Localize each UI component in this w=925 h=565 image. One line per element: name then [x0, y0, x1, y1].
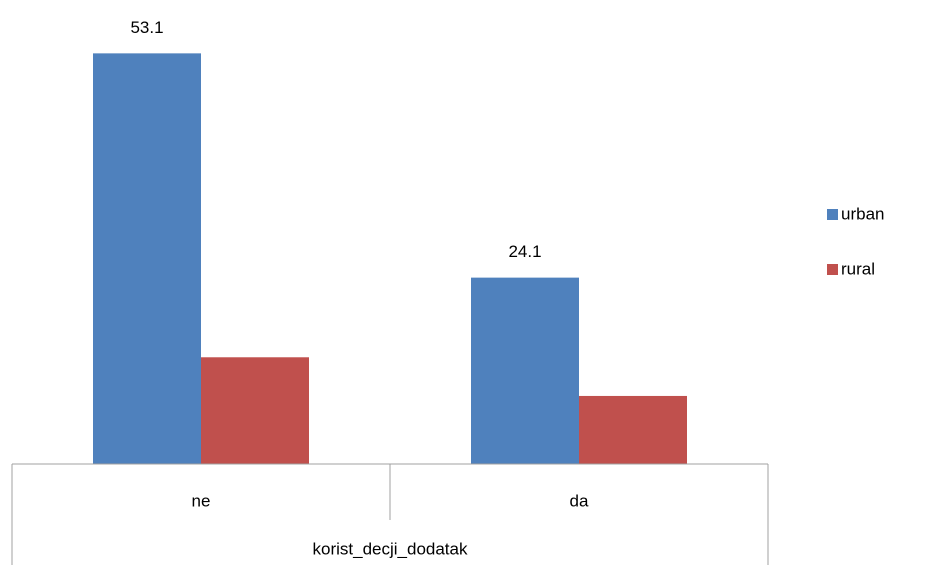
- legend-label: urban: [841, 204, 884, 223]
- bar: [471, 277, 579, 464]
- x-tick-label: ne: [192, 491, 211, 510]
- x-axis-title: korist_decji_dodatak: [313, 539, 468, 558]
- legend-swatch: [827, 209, 838, 220]
- bar: [93, 53, 201, 465]
- legend-swatch: [827, 264, 838, 275]
- bar: [201, 357, 309, 464]
- bar: [579, 395, 687, 464]
- x-tick-label: da: [570, 491, 589, 510]
- legend-label: rural: [841, 259, 875, 278]
- data-label: 53.1: [130, 18, 163, 37]
- data-label: 24.1: [508, 242, 541, 261]
